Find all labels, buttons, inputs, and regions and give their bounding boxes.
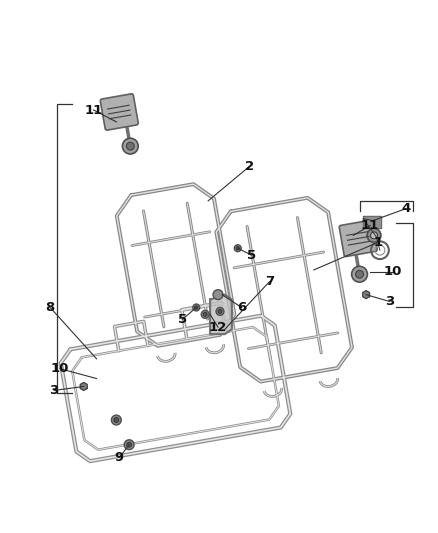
- Text: 6: 6: [237, 301, 246, 314]
- Text: 10: 10: [384, 265, 402, 278]
- Circle shape: [127, 442, 132, 447]
- Text: 11: 11: [361, 219, 379, 232]
- Polygon shape: [210, 295, 232, 334]
- Circle shape: [127, 142, 134, 150]
- Text: 9: 9: [115, 451, 124, 464]
- Text: 2: 2: [245, 160, 254, 173]
- Polygon shape: [80, 383, 87, 390]
- Circle shape: [194, 306, 198, 309]
- Circle shape: [371, 232, 378, 239]
- Circle shape: [236, 246, 240, 250]
- Text: 7: 7: [265, 276, 274, 288]
- Circle shape: [356, 270, 364, 278]
- Circle shape: [213, 290, 223, 300]
- Text: 3: 3: [385, 295, 395, 308]
- Circle shape: [114, 417, 119, 423]
- Text: 5: 5: [178, 313, 187, 326]
- Circle shape: [218, 310, 222, 313]
- Circle shape: [193, 304, 200, 311]
- Circle shape: [216, 308, 224, 316]
- Circle shape: [124, 440, 134, 450]
- FancyBboxPatch shape: [100, 94, 138, 130]
- Text: 11: 11: [85, 103, 103, 117]
- Text: 4: 4: [401, 202, 410, 215]
- Text: 8: 8: [46, 301, 55, 314]
- Text: 1: 1: [374, 236, 382, 249]
- Text: 5: 5: [247, 249, 256, 262]
- Bar: [363, 216, 381, 228]
- Text: 3: 3: [49, 384, 59, 397]
- Circle shape: [367, 229, 381, 243]
- Circle shape: [234, 245, 241, 252]
- Polygon shape: [363, 290, 370, 298]
- Circle shape: [122, 138, 138, 154]
- Circle shape: [201, 310, 209, 318]
- Circle shape: [352, 266, 367, 282]
- Text: 12: 12: [209, 321, 227, 334]
- Circle shape: [203, 312, 207, 317]
- Bar: [364, 216, 380, 227]
- Text: 10: 10: [51, 362, 69, 375]
- FancyBboxPatch shape: [339, 220, 377, 256]
- Circle shape: [111, 415, 121, 425]
